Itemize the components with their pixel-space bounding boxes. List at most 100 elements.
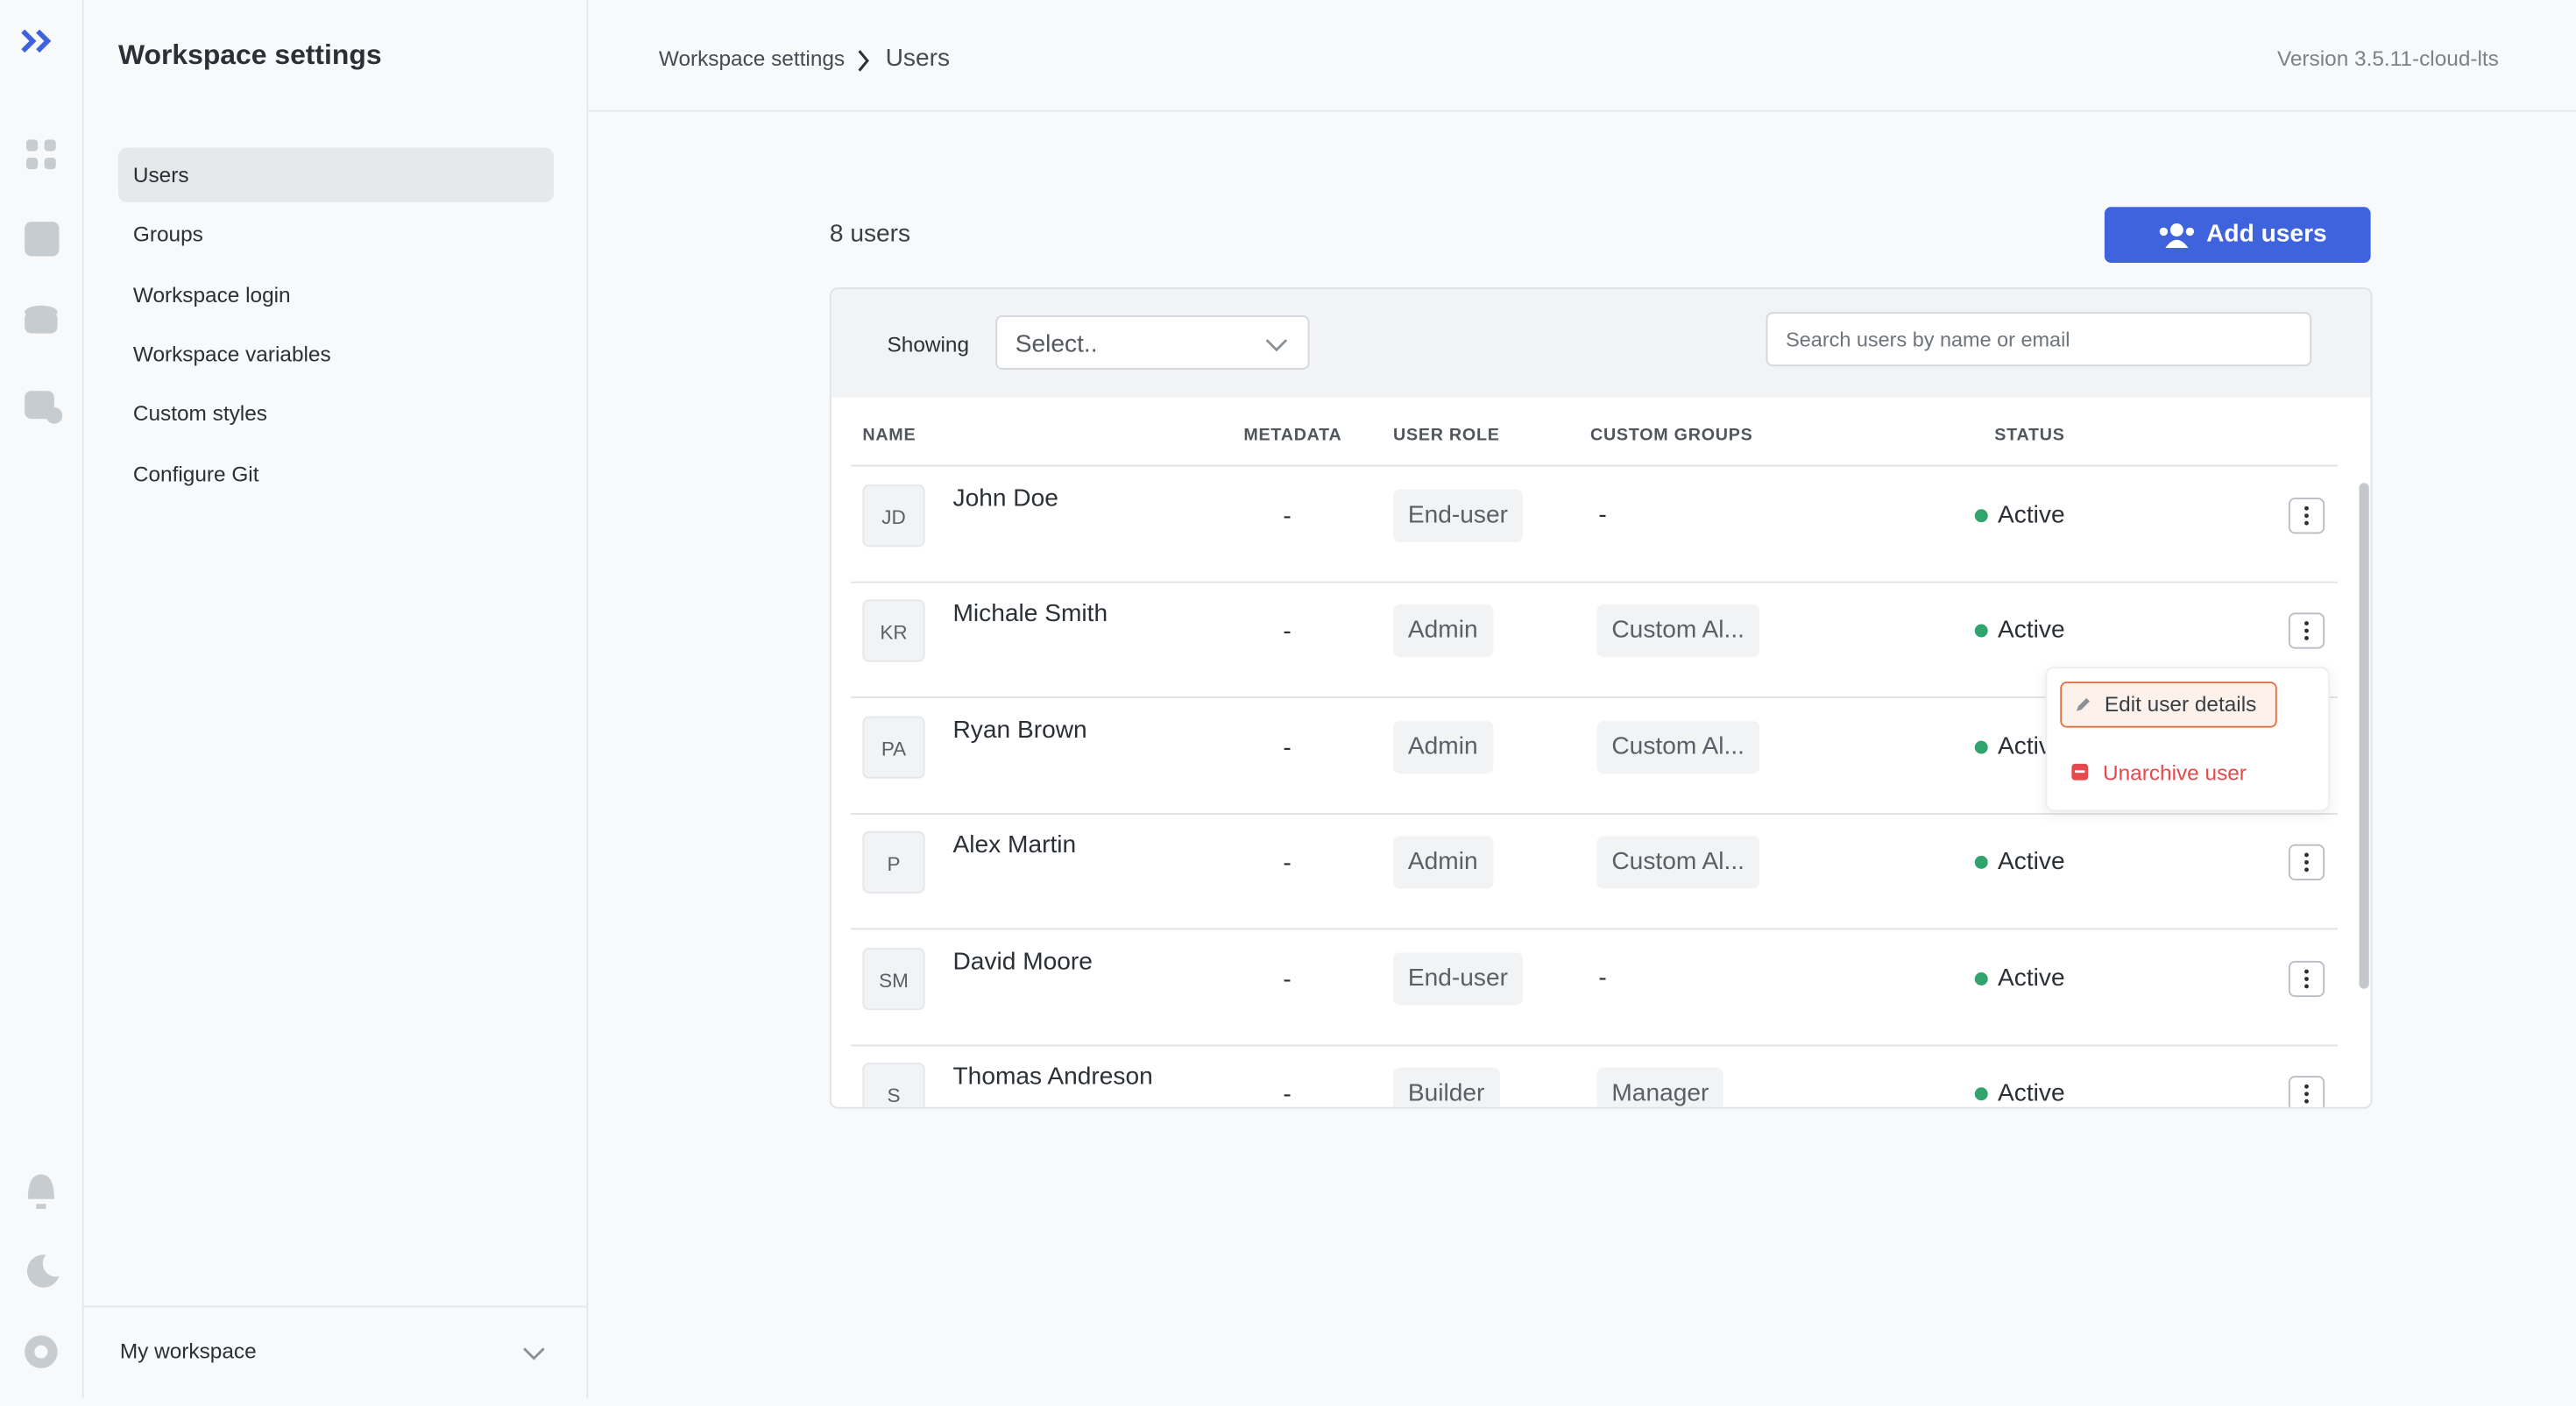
status: Active [1998, 616, 2065, 645]
status: Active [1998, 963, 2065, 992]
row-actions[interactable] [2288, 1076, 2325, 1107]
row-actions[interactable] [2288, 960, 2325, 997]
metadata: - [1283, 1080, 1292, 1109]
scrollbar[interactable] [2359, 483, 2369, 989]
status-dot [1974, 1087, 1988, 1101]
group: Custom Al... [1596, 604, 1759, 658]
kebab-icon [2304, 968, 2309, 988]
archive-icon [2071, 763, 2089, 781]
sidebar-item[interactable]: Groups [132, 222, 203, 247]
column-header: CUSTOM GROUPS [1590, 425, 1753, 446]
main: Workspace settings Users Version 3.5.11-… [588, 0, 2576, 1398]
avatar: PA [862, 716, 925, 779]
status-dot [1974, 740, 1988, 754]
menu-item[interactable]: Unarchive user [2103, 760, 2247, 786]
search-placeholder: Search users by name or email [1786, 329, 2070, 352]
status: Active [1998, 1078, 2065, 1107]
group: Custom Al... [1596, 836, 1759, 889]
avatar: P [862, 831, 925, 894]
button-label: Add users [2206, 220, 2327, 249]
chevron [523, 1347, 545, 1360]
workspace-switcher[interactable]: My workspace [119, 1339, 257, 1364]
row-menu: Edit user details Unarchive user [2045, 667, 2330, 812]
status: Active [1998, 847, 2065, 876]
group: Custom Al... [1596, 720, 1759, 774]
metadata: - [1283, 502, 1292, 531]
role-pill: Admin [1393, 836, 1493, 889]
search-input[interactable]: Search users by name or email [1766, 312, 2312, 367]
avatar: KR [862, 600, 925, 663]
filter-bar: Showing Select.. Search users by name or… [831, 289, 2371, 398]
metadata: - [1283, 733, 1292, 762]
group: - [1598, 500, 1607, 529]
kebab-icon [2304, 505, 2309, 526]
role-pill: Builder [1393, 1067, 1500, 1107]
kebab-icon [2304, 852, 2309, 873]
breadcrumb-sep [858, 50, 869, 72]
sidebar-item[interactable]: Configure Git [132, 460, 259, 486]
role-pill: Admin [1393, 720, 1493, 774]
sidebar-item[interactable]: Custom styles [132, 400, 267, 426]
metadata: - [1283, 618, 1292, 646]
status-dot [1974, 625, 1988, 639]
row-divider [851, 928, 2339, 930]
version: Version 3.5.11-cloud-lts [2276, 46, 2499, 71]
filter-select[interactable]: Select.. [995, 315, 1310, 370]
sidebar-item[interactable]: Workspace login [132, 281, 291, 307]
edit-icon [2077, 697, 2090, 711]
user-name: Alex Martin [952, 831, 1077, 859]
metadata: - [1283, 964, 1292, 993]
avatar: JD [862, 484, 925, 548]
menu-item[interactable]: Edit user details [2060, 682, 2277, 728]
avatar: SM [862, 947, 925, 1010]
sidebar-item[interactable]: Users [118, 147, 554, 202]
row-divider [851, 1043, 2339, 1046]
row-actions[interactable] [2288, 613, 2325, 650]
sidebar: Workspace settings Users Groups Workspace … [83, 0, 589, 1398]
breadcrumb-link[interactable]: Workspace settings [658, 46, 846, 71]
row-divider [851, 581, 2339, 583]
select-placeholder: Select.. [1015, 329, 1098, 358]
icon-rail [0, 0, 84, 1398]
logo[interactable] [21, 29, 52, 53]
column-header: STATUS [1994, 425, 2065, 446]
kebab-icon [2304, 621, 2309, 641]
add-users-button[interactable]: Add users [2104, 207, 2371, 263]
status-dot [1974, 509, 1988, 523]
status-dot [1974, 856, 1988, 870]
chevron [1265, 339, 1288, 352]
users-icon [2159, 223, 2195, 249]
row-actions[interactable] [2288, 498, 2325, 534]
users-table: Showing Select.. Search users by name or… [829, 287, 2373, 1109]
row-divider [851, 464, 2339, 467]
sidebar-item[interactable]: Workspace variables [132, 341, 331, 366]
row-divider [851, 812, 2339, 815]
kebab-icon [2304, 1084, 2309, 1104]
user-count: 8 users [829, 220, 911, 249]
column-header: METADATA [1243, 425, 1342, 446]
column-header: NAME [862, 425, 916, 446]
group: Manager [1596, 1067, 1724, 1107]
menu-label: Edit user details [2104, 691, 2257, 717]
user-name: Michale Smith [952, 600, 1108, 628]
breadcrumb-current: Users [885, 44, 951, 73]
user-name: John Doe [952, 484, 1058, 512]
row-divider [851, 696, 2339, 699]
user-name: Thomas Andreson [952, 1063, 1153, 1091]
user-name: David Moore [952, 947, 1093, 975]
role-pill: Admin [1393, 604, 1493, 658]
status-dot [1974, 971, 1988, 986]
header: Workspace settings Users Version 3.5.11-… [588, 0, 2576, 112]
filter-label: Showing [887, 331, 970, 357]
group: - [1598, 963, 1607, 992]
rail-icons [21, 29, 63, 1368]
avatar: S [862, 1063, 925, 1107]
row-actions[interactable] [2288, 844, 2325, 881]
column-header: USER ROLE [1393, 425, 1500, 446]
metadata: - [1283, 849, 1292, 878]
role-pill: End-user [1393, 489, 1523, 542]
user-name: Ryan Brown [952, 716, 1087, 744]
sidebar-title: Workspace settings [118, 39, 382, 71]
divider [83, 1305, 587, 1308]
